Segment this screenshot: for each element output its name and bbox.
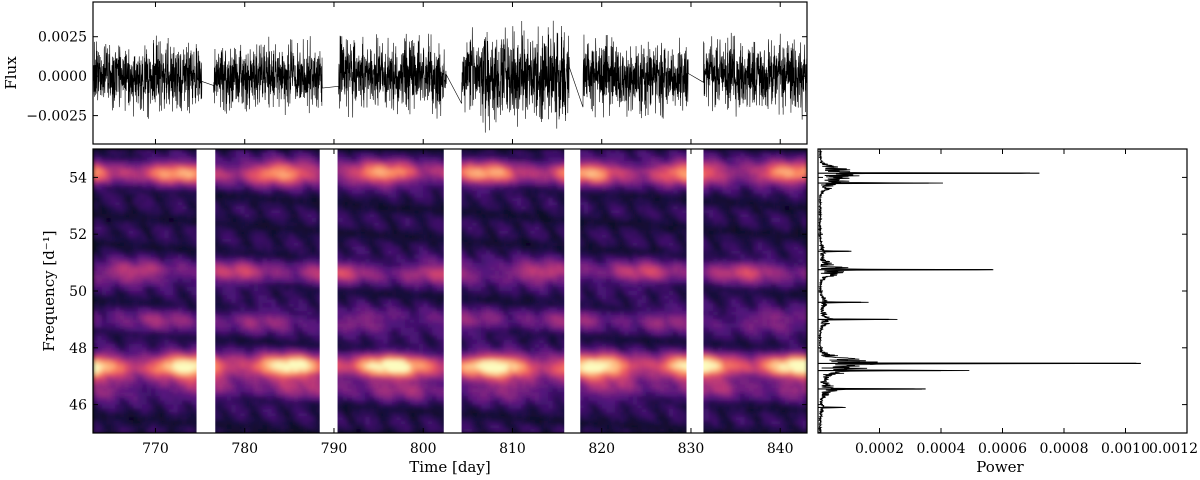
spectrogram-y-tick-label: 46 [69,398,87,414]
periodogram-x-label: Power [976,458,1024,476]
periodogram-panel: 0.0002 0.0004 0.0006 0.0008 0.0010 0.0012 Pow… [817,148,1198,476]
periodogram-x-tick-label: 0.0004 [917,441,966,457]
spectrogram-y-tick-label: 54 [69,170,87,186]
periodogram-x-tick-label: 0.0002 [855,441,904,457]
spectrogram-x-tick-label: 830 [678,441,705,457]
spectrogram-x-ticks: 770 780 790 800 810 820 830 840 [142,149,794,457]
data-gap [319,149,338,433]
spectrogram-x-tick-label: 790 [321,441,348,457]
light-curve-y-ticks: −0.0025 0.0000 0.0025 [26,2,807,144]
spectrogram-x-label: Time [day] [409,458,490,476]
spectrogram-x-tick-label: 820 [588,441,615,457]
light-curve-series [93,20,807,133]
periodogram-x-tick-label: 0.0012 [1149,441,1198,457]
data-gap [196,149,216,433]
spectrogram-panel: 770 780 790 800 810 820 830 840 46 48 50 52 54 Time… [40,148,808,476]
spectrogram-x-tick-label: 810 [499,441,526,457]
periodogram-x-tick-label: 0.0008 [1040,441,1089,457]
light-curve-frame [92,1,808,145]
periodogram-series [818,149,1141,433]
periodogram-line [818,149,1137,433]
spectrogram-y-ticks: 46 48 50 52 54 [69,170,807,414]
periodogram-x-tick-label: 0.0010 [1101,441,1150,457]
spectrogram-heatmap [93,149,807,433]
spectrogram-y-tick-label: 50 [69,284,87,300]
light-curve-y-tick-label: 0.0000 [38,69,87,85]
spectrogram-y-label: Frequency [d⁻¹] [40,230,58,351]
spectrogram-x-tick-label: 800 [410,441,437,457]
periodogram-frame [817,148,1188,434]
data-gap [686,149,704,433]
light-curve-y-tick-label: −0.0025 [26,109,87,125]
periodogram-x-ticks: 0.0002 0.0004 0.0006 0.0008 0.0010 0.0012 [818,149,1198,457]
spectrogram-x-tick-label: 840 [767,441,794,457]
periodogram-x-tick-label: 0.0006 [978,441,1027,457]
spectrogram-y-tick-label: 52 [69,227,87,243]
spectrogram-y-tick-label: 48 [69,341,87,357]
spectrogram-x-tick-label: 770 [142,441,169,457]
spectrogram-x-tick-label: 780 [231,441,258,457]
light-curve-panel: −0.0025 0.0000 0.0025 Flux [2,1,808,145]
data-gap [564,149,581,433]
data-gap [443,149,462,433]
light-curve-y-tick-label: 0.0025 [38,30,87,46]
light-curve-line [93,20,807,133]
light-curve-y-label: Flux [2,56,20,90]
